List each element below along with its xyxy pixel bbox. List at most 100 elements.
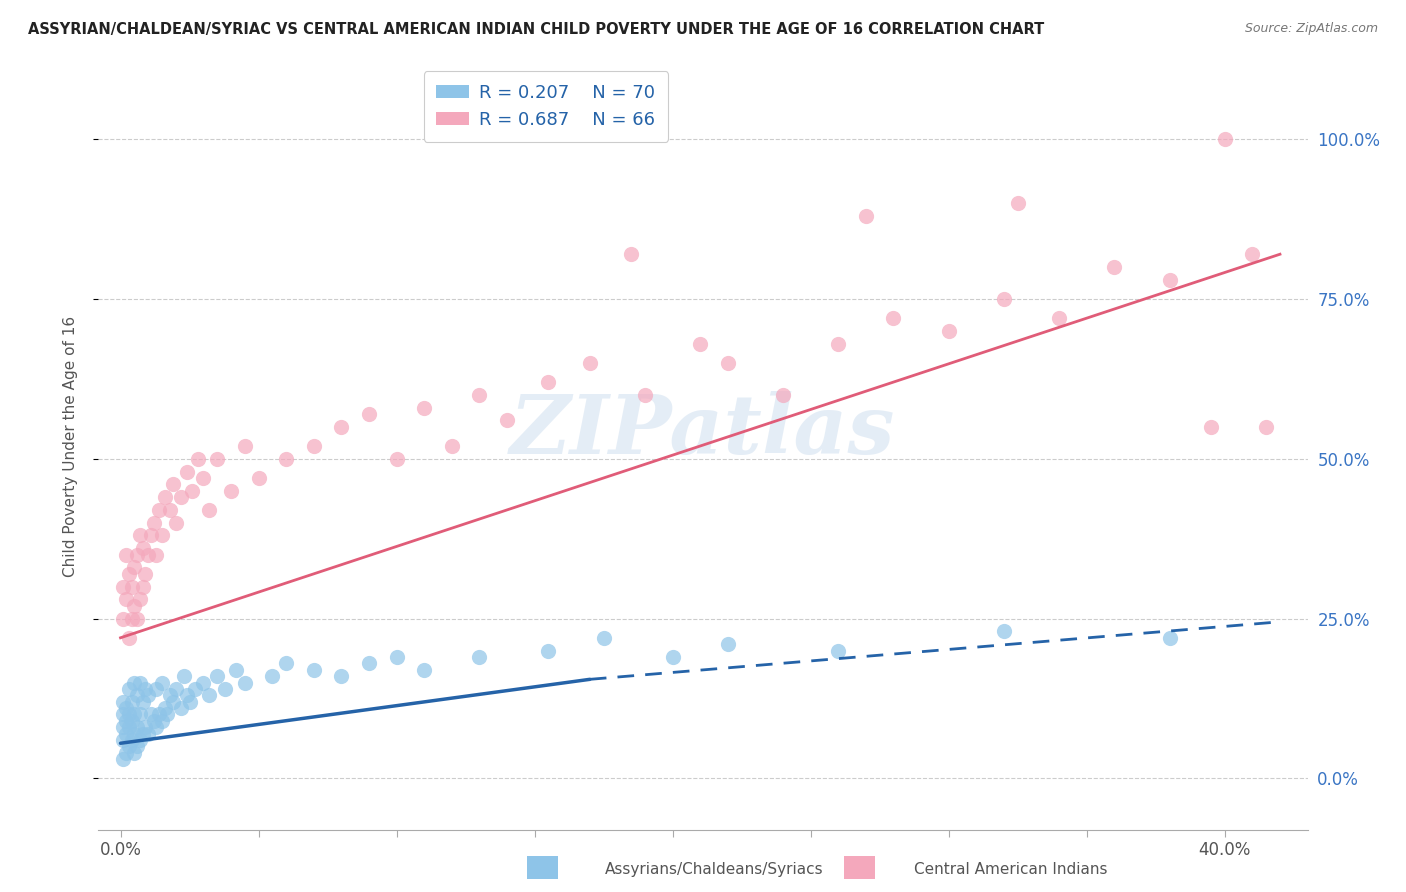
Point — [1256, 419, 1278, 434]
Point — [827, 643, 849, 657]
Point — [187, 451, 209, 466]
Point — [661, 649, 683, 664]
Point — [142, 714, 165, 728]
Point — [136, 726, 159, 740]
Point — [205, 669, 228, 683]
Point — [302, 663, 325, 677]
Point — [125, 720, 148, 734]
Point — [118, 739, 141, 754]
Point — [173, 669, 195, 683]
Point — [993, 624, 1015, 639]
Point — [537, 375, 560, 389]
Point — [214, 681, 236, 696]
Point — [198, 503, 221, 517]
Point — [118, 707, 141, 722]
Point — [620, 247, 643, 261]
Point — [136, 689, 159, 703]
Y-axis label: Child Poverty Under the Age of 16: Child Poverty Under the Age of 16 — [63, 316, 77, 576]
Point — [170, 701, 193, 715]
Point — [112, 612, 135, 626]
Point — [134, 720, 156, 734]
Point — [276, 451, 298, 466]
Point — [1104, 260, 1126, 274]
Point — [882, 311, 904, 326]
Point — [468, 388, 491, 402]
Text: ASSYRIAN/CHALDEAN/SYRIAC VS CENTRAL AMERICAN INDIAN CHILD POVERTY UNDER THE AGE : ASSYRIAN/CHALDEAN/SYRIAC VS CENTRAL AMER… — [28, 22, 1045, 37]
Point — [159, 503, 181, 517]
Point — [131, 695, 153, 709]
Point — [1159, 273, 1181, 287]
Point — [233, 675, 256, 690]
Point — [112, 695, 135, 709]
Point — [145, 548, 167, 562]
Point — [153, 490, 176, 504]
Point — [413, 401, 436, 415]
Point — [205, 451, 228, 466]
Point — [153, 701, 176, 715]
Point — [938, 324, 960, 338]
Point — [717, 356, 740, 370]
Point — [440, 439, 463, 453]
Point — [993, 292, 1015, 306]
Point — [139, 528, 162, 542]
Point — [262, 669, 284, 683]
Point — [115, 592, 138, 607]
Point — [855, 209, 877, 223]
Point — [118, 681, 141, 696]
Point — [118, 720, 141, 734]
Point — [413, 663, 436, 677]
Point — [1199, 419, 1222, 434]
Point — [134, 566, 156, 581]
Point — [233, 439, 256, 453]
Point — [537, 643, 560, 657]
Point — [634, 388, 657, 402]
Point — [131, 726, 153, 740]
Point — [772, 388, 794, 402]
Point — [148, 503, 170, 517]
Point — [385, 451, 408, 466]
Point — [302, 439, 325, 453]
Point — [162, 477, 184, 491]
Point — [578, 356, 600, 370]
Point — [159, 689, 181, 703]
Point — [115, 714, 138, 728]
Point — [385, 649, 408, 664]
Point — [128, 592, 150, 607]
Point — [121, 733, 143, 747]
Point — [134, 681, 156, 696]
Point — [125, 548, 148, 562]
Point — [689, 336, 711, 351]
Point — [115, 746, 138, 760]
Point — [165, 681, 187, 696]
Point — [112, 707, 135, 722]
Point — [156, 707, 179, 722]
Point — [496, 413, 519, 427]
Point — [139, 707, 162, 722]
Point — [115, 726, 138, 740]
Point — [121, 580, 143, 594]
Point — [150, 675, 173, 690]
Point — [193, 471, 215, 485]
Point — [128, 707, 150, 722]
Point — [112, 720, 135, 734]
Point — [330, 669, 353, 683]
Point — [118, 566, 141, 581]
Point — [176, 465, 198, 479]
Point — [1241, 247, 1264, 261]
Point — [124, 599, 146, 613]
Point — [125, 689, 148, 703]
Point — [247, 471, 270, 485]
Point — [121, 695, 143, 709]
Point — [193, 675, 215, 690]
Point — [1159, 631, 1181, 645]
Text: ZIPatlas: ZIPatlas — [510, 391, 896, 471]
Point — [121, 714, 143, 728]
Point — [115, 701, 138, 715]
Point — [181, 483, 204, 498]
Point — [276, 657, 298, 671]
Point — [1047, 311, 1070, 326]
Point — [162, 695, 184, 709]
Point — [124, 560, 146, 574]
Point — [112, 733, 135, 747]
Legend: R = 0.207    N = 70, R = 0.687    N = 66: R = 0.207 N = 70, R = 0.687 N = 66 — [423, 71, 668, 142]
